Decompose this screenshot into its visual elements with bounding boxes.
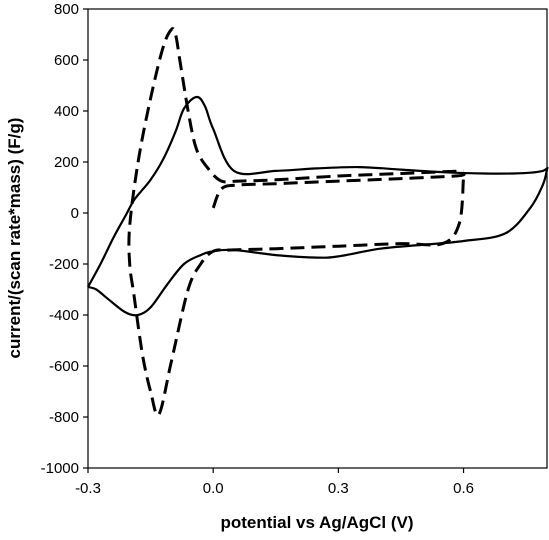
- y-tick-label: -800: [49, 409, 79, 426]
- plot-frame: [87, 8, 548, 469]
- y-tick-label: -600: [49, 358, 79, 375]
- y-tick-label: 200: [54, 154, 79, 171]
- data-curves: [87, 27, 549, 417]
- y-tick-label: 600: [54, 52, 79, 69]
- y-tick-label: -1000: [41, 460, 79, 477]
- y-tick-label: 0: [71, 205, 79, 222]
- y-tick-label: -400: [49, 307, 79, 324]
- y-tick-label: -200: [49, 256, 79, 273]
- axis-ticks: [83, 8, 465, 473]
- x-tick-label: -0.3: [75, 480, 101, 497]
- dashed-curve: [127, 27, 466, 417]
- y-tick-label: 400: [54, 103, 79, 120]
- axis-tick-labels: -1000 -800 -600 -400 -200 0 200 400 600 800 -0.3 0.…: [41, 1, 474, 497]
- x-tick-label: 0.3: [328, 480, 349, 497]
- solid-curve: [87, 95, 549, 317]
- y-tick-label: 800: [54, 1, 79, 18]
- x-tick-label: 0.0: [203, 480, 224, 497]
- x-axis-title: potential vs Ag/AgCl (V): [221, 513, 414, 532]
- x-tick-label: 0.6: [453, 480, 474, 497]
- y-axis-title: current/(scan rate*mass) (F/g): [5, 118, 24, 359]
